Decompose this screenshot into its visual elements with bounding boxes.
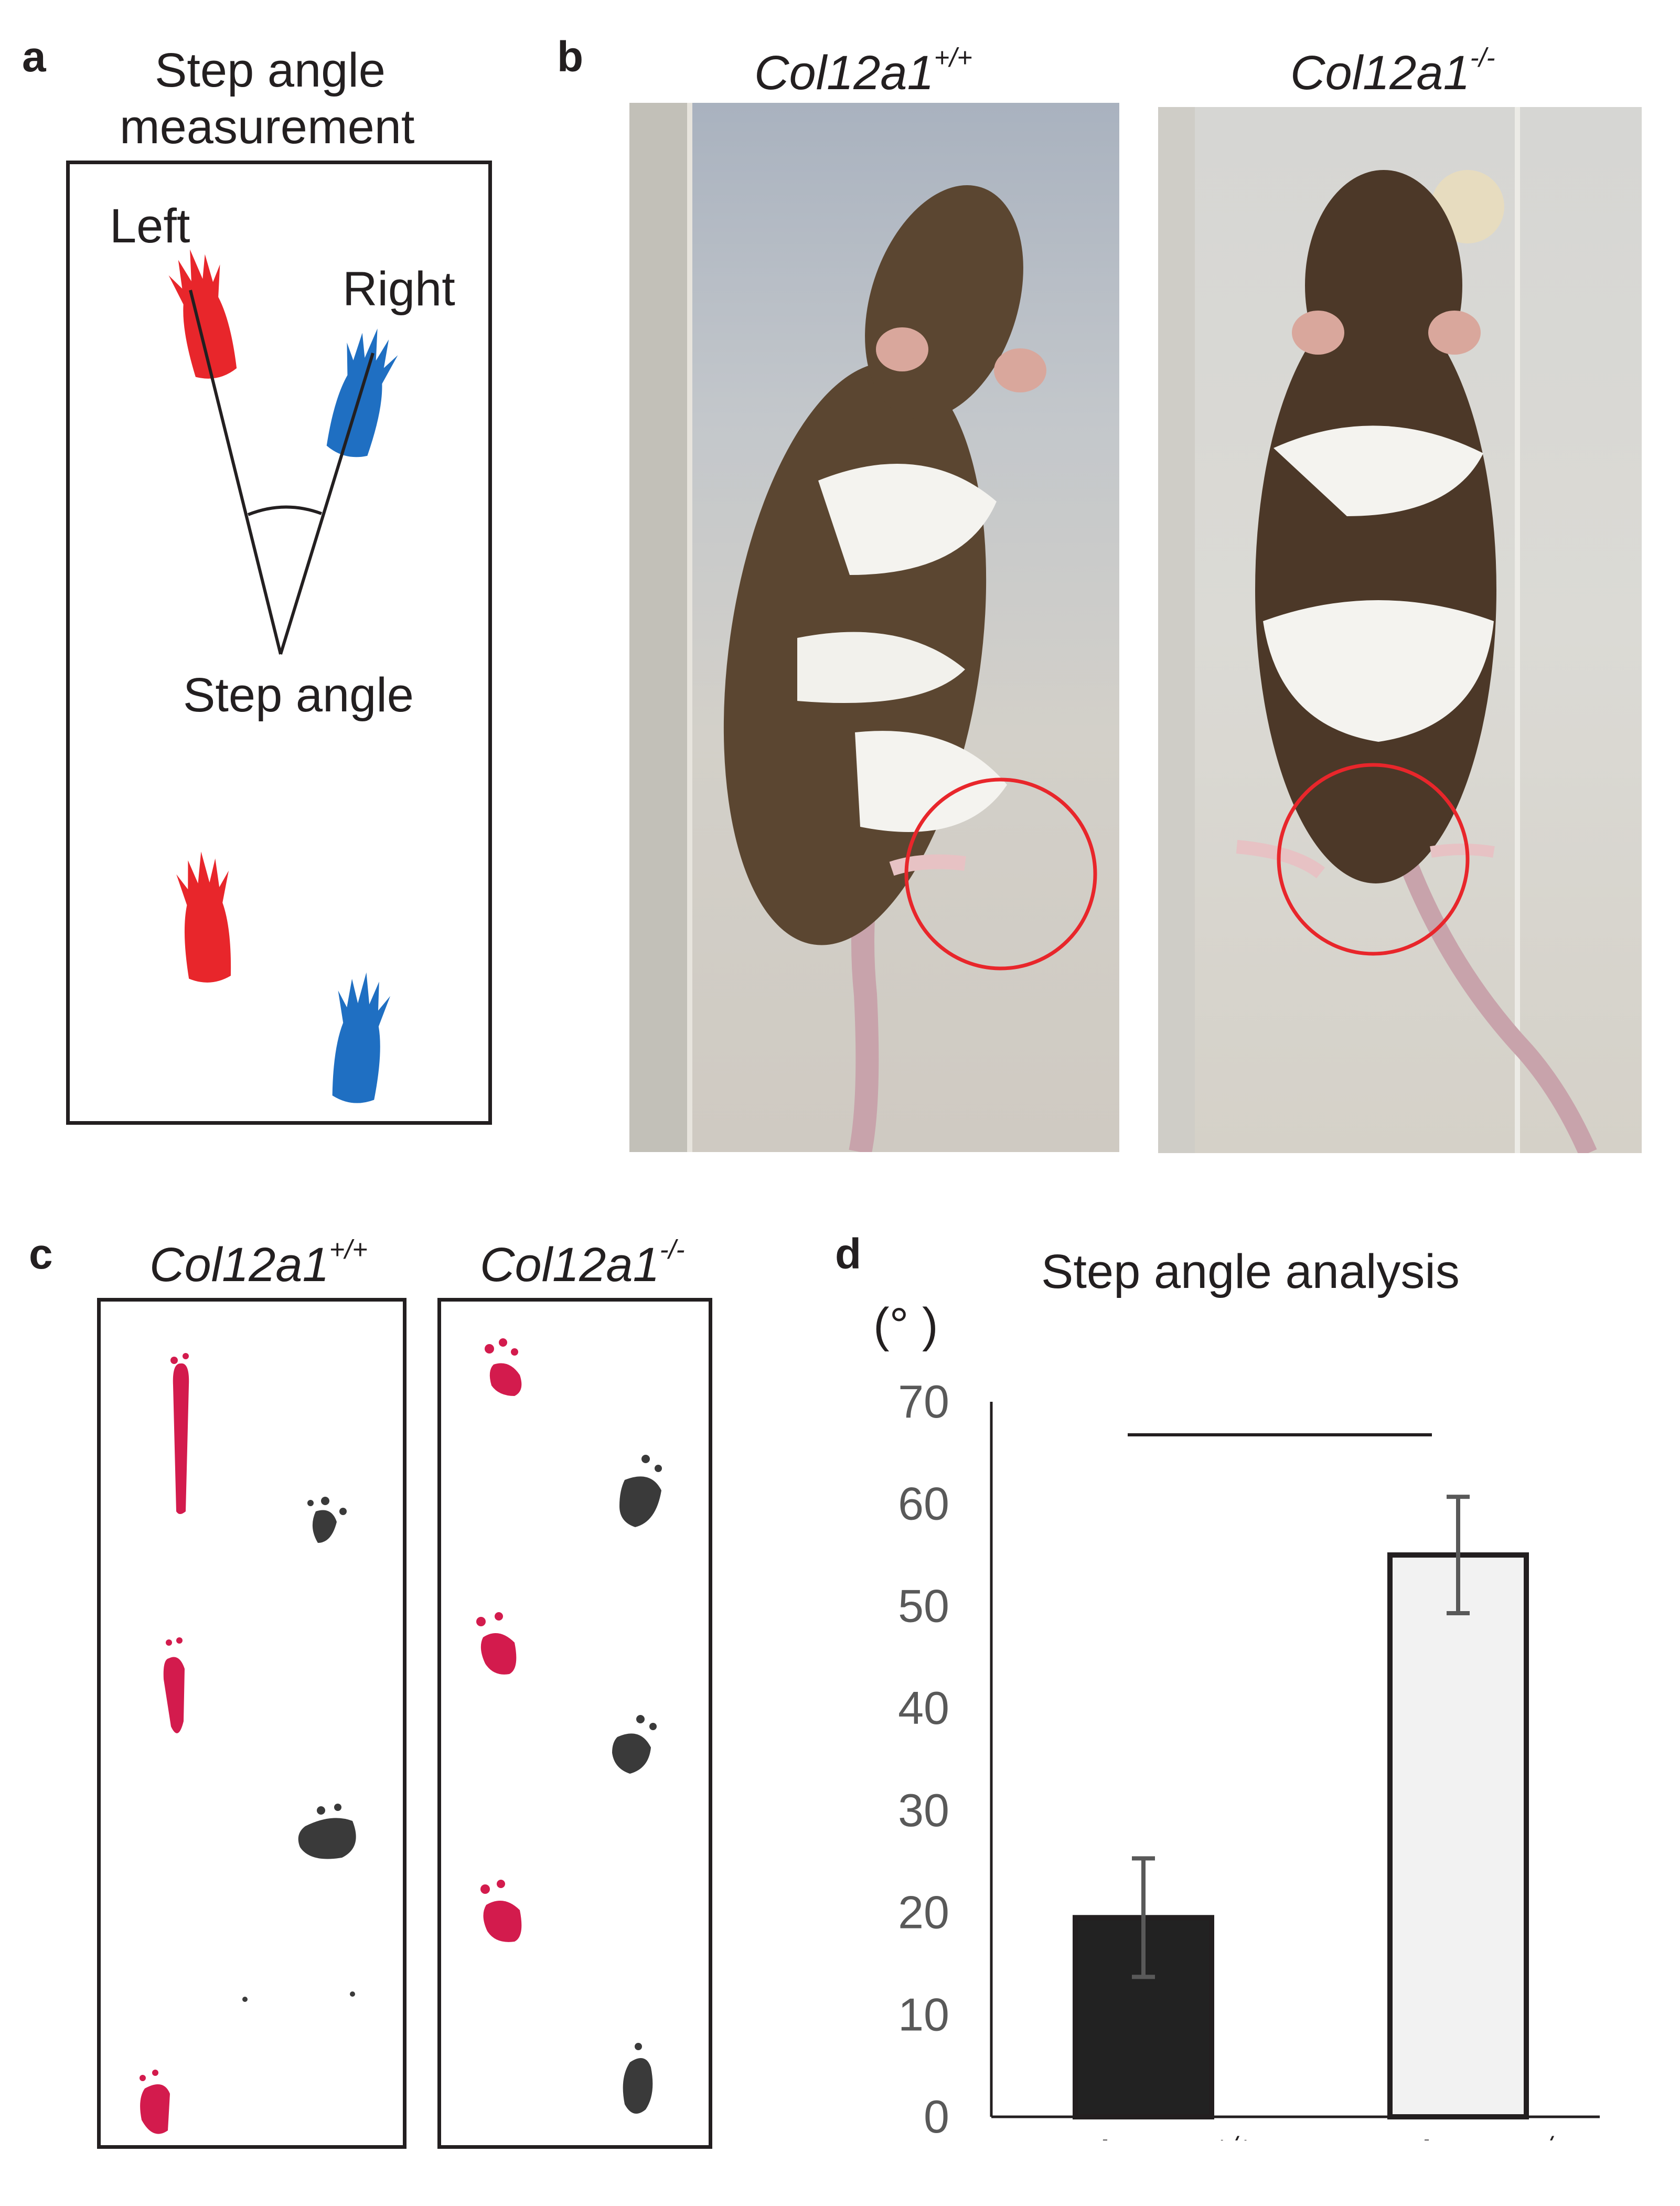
x-category-label-2: Col12a1-/- (1355, 2132, 1561, 2140)
panel-a-title-line1: Step angle (155, 44, 386, 97)
y-tick-label: 70 (898, 1376, 949, 1427)
left-paw-bottom-icon (175, 849, 237, 985)
panel-d-letter: d (835, 1230, 862, 1278)
y-tick-label: 10 (898, 1988, 949, 2040)
ko-footprints-image (476, 1338, 662, 2114)
step-angle-diagram-box: Left Right Step angle (66, 161, 492, 1125)
wt-highlight-circle (904, 777, 1097, 971)
wt-footprints-image (140, 1353, 356, 2134)
y-tick-label: 50 (898, 1580, 949, 1632)
left-paw-top-icon (164, 244, 243, 383)
wt-footprint-box (97, 1298, 406, 2149)
left-paw-label: Left (110, 199, 190, 253)
panel-a-title-line2: measurement (120, 100, 415, 154)
right-paw-label: Right (343, 262, 455, 316)
y-tick-label: 40 (898, 1682, 949, 1734)
wt-mouse-photo (629, 103, 1119, 1152)
step-angle-drawing (164, 244, 403, 1106)
y-tick-label: 60 (898, 1478, 949, 1530)
wt-mouse-image (629, 103, 1097, 1152)
chart-unit-label: (° ) (873, 1298, 938, 1352)
panel-c-ko-label: Col12a1-/- (480, 1234, 685, 1292)
chart-title: Step angle analysis (1041, 1245, 1460, 1298)
ko-mouse-image (1158, 107, 1597, 1153)
panel-a-letter: a (22, 33, 46, 81)
y-tick-label: 20 (898, 1887, 949, 1938)
bar-2 (1387, 1552, 1529, 2120)
y-tick-label: 30 (898, 1784, 949, 1836)
ko-mouse-photo (1158, 107, 1642, 1153)
panel-b-wt-label: Col12a1+/+ (754, 42, 972, 100)
y-tick-label: 0 (924, 2091, 949, 2140)
panel-b-ko-label: Col12a1-/- (1290, 42, 1495, 100)
ko-highlight-circle (1277, 763, 1470, 956)
right-paw-bottom-icon (326, 969, 393, 1106)
ko-footprint-box (437, 1298, 712, 2149)
panel-c-wt-label: Col12a1+/+ (149, 1234, 368, 1292)
panel-b-letter: b (557, 33, 584, 81)
x-category-label-1: Col12a1+/+ (1034, 2132, 1253, 2140)
step-angle-label: Step angle (183, 668, 414, 722)
step-angle-bar-chart: 0 10 20 30 40 50 60 70 Col12a1+/+ Col12a1-/- (898, 1376, 1600, 2140)
panel-c-letter: c (29, 1230, 53, 1278)
